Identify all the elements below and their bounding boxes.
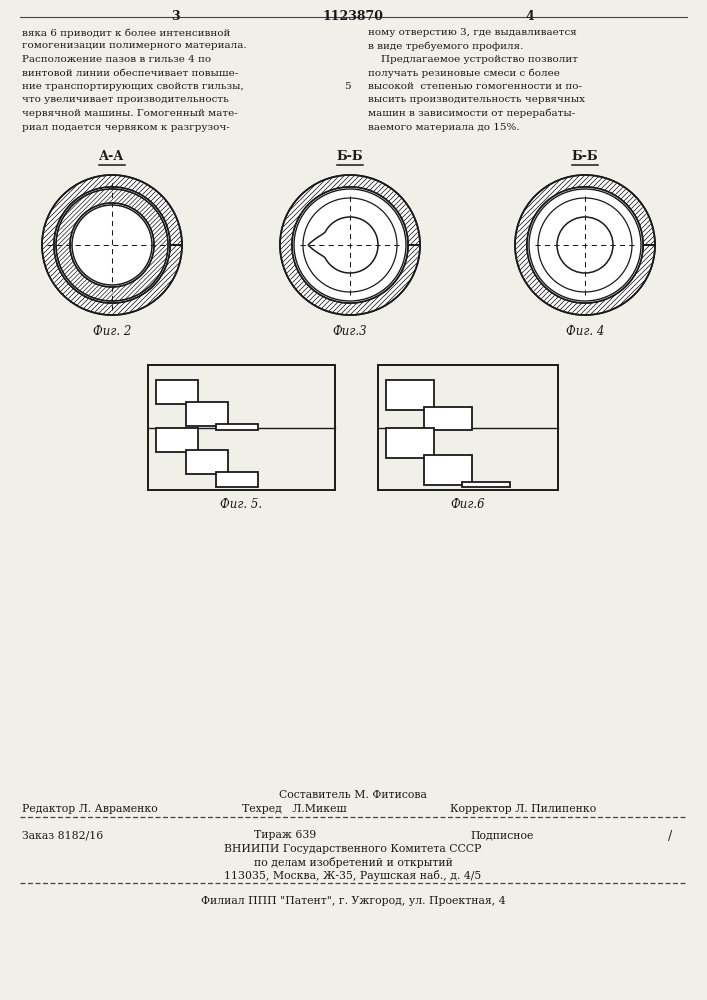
Circle shape: [293, 188, 407, 302]
Text: ВНИИПИ Государственного Комитета СССР: ВНИИПИ Государственного Комитета СССР: [224, 844, 481, 854]
Text: 1123870: 1123870: [322, 10, 383, 23]
Text: гомогенизации полимерного материала.: гомогенизации полимерного материала.: [22, 41, 247, 50]
Polygon shape: [280, 175, 420, 315]
Text: винтовой линии обеспечивает повыше-: винтовой линии обеспечивает повыше-: [22, 68, 238, 78]
Text: ваемого материала до 15%.: ваемого материала до 15%.: [368, 122, 520, 131]
Text: в виде требуемого профиля.: в виде требуемого профиля.: [368, 41, 523, 51]
Text: 113035, Москва, Ж-35, Раушская наб., д. 4/5: 113035, Москва, Ж-35, Раушская наб., д. …: [224, 870, 481, 881]
Text: А-А: А-А: [99, 150, 124, 163]
Bar: [216, 424, 258, 430]
Bar: [148, 365, 335, 490]
Text: Фиг. 4: Фиг. 4: [566, 325, 604, 338]
Text: Тираж 639: Тираж 639: [254, 830, 316, 840]
Text: Корректор Л. Пилипенко: Корректор Л. Пилипенко: [450, 804, 596, 814]
Circle shape: [54, 188, 170, 302]
Text: 4: 4: [525, 10, 534, 23]
Bar: [156, 428, 198, 452]
Bar: [216, 472, 258, 487]
Text: 3: 3: [170, 10, 180, 23]
Text: вяка 6 приводит к более интенсивной: вяка 6 приводит к более интенсивной: [22, 28, 230, 37]
Circle shape: [527, 188, 643, 302]
Text: Предлагаемое устройство позволит: Предлагаемое устройство позволит: [368, 55, 578, 64]
Text: Фиг. 5.: Фиг. 5.: [221, 498, 262, 511]
Text: Составитель М. Фитисова: Составитель М. Фитисова: [279, 790, 427, 800]
Bar: [186, 402, 228, 426]
Text: Редактор Л. Авраменко: Редактор Л. Авраменко: [22, 804, 158, 814]
Text: Б-Б: Б-Б: [337, 150, 363, 163]
Bar: [424, 407, 472, 430]
Text: Подписное: Подписное: [470, 830, 533, 840]
Text: ние транспортирующих свойств гильзы,: ние транспортирующих свойств гильзы,: [22, 82, 244, 91]
Text: Заказ 8182/16: Заказ 8182/16: [22, 830, 103, 840]
Text: получать резиновые смеси с более: получать резиновые смеси с более: [368, 68, 560, 78]
Bar: [156, 380, 198, 404]
Text: Расположение пазов в гильзе 4 по: Расположение пазов в гильзе 4 по: [22, 55, 211, 64]
Text: червячной машины. Гомогенный мате-: червячной машины. Гомогенный мате-: [22, 109, 238, 118]
Text: Филиал ППП "Патент", г. Ужгород, ул. Проектная, 4: Филиал ППП "Патент", г. Ужгород, ул. Про…: [201, 896, 506, 906]
Polygon shape: [42, 175, 182, 315]
Bar: [186, 450, 228, 474]
Bar: [386, 428, 434, 458]
Text: 5: 5: [344, 82, 350, 91]
Text: Техред   Л.Микеш: Техред Л.Микеш: [242, 804, 346, 814]
Circle shape: [72, 205, 152, 285]
Text: Б-Б: Б-Б: [572, 150, 598, 163]
Text: что увеличивает производительность: что увеличивает производительность: [22, 96, 229, 104]
Bar: [462, 482, 510, 487]
Text: /: /: [668, 830, 672, 843]
Text: Фиг.6: Фиг.6: [450, 498, 485, 511]
Circle shape: [557, 217, 613, 273]
Bar: [378, 365, 558, 490]
Text: высить производительность червячных: высить производительность червячных: [368, 96, 585, 104]
Text: высокой  степенью гомогенности и по-: высокой степенью гомогенности и по-: [368, 82, 582, 91]
Bar: [386, 380, 434, 410]
Polygon shape: [515, 175, 655, 315]
Text: машин в зависимости от перерабаты-: машин в зависимости от перерабаты-: [368, 109, 575, 118]
Polygon shape: [308, 217, 378, 273]
Text: ному отверстию 3, где выдавливается: ному отверстию 3, где выдавливается: [368, 28, 577, 37]
Text: риал подается червяком к разгрузоч-: риал подается червяком к разгрузоч-: [22, 122, 230, 131]
Bar: [424, 454, 472, 485]
Text: Фиг. 2: Фиг. 2: [93, 325, 132, 338]
Text: Фиг.3: Фиг.3: [333, 325, 368, 338]
Text: по делам изобретений и открытий: по делам изобретений и открытий: [254, 857, 452, 868]
